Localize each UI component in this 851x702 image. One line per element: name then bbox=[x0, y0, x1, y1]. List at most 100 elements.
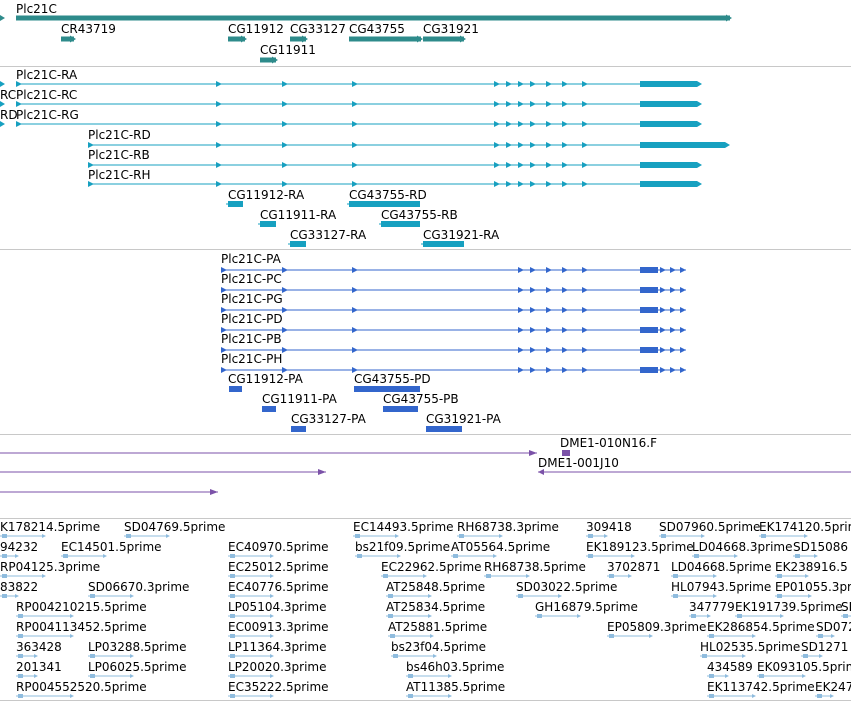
est-label[interactable]: AT25834.5prime bbox=[386, 600, 486, 614]
protein-exon[interactable] bbox=[680, 287, 686, 293]
rna-transcript-exon[interactable] bbox=[494, 121, 500, 127]
est-feature[interactable] bbox=[709, 694, 714, 698]
est-arrowhead[interactable] bbox=[397, 554, 401, 558]
rna-transcript-exon[interactable] bbox=[582, 101, 588, 107]
gene-label[interactable]: CG11912 bbox=[228, 22, 284, 36]
protein-exon[interactable] bbox=[660, 287, 666, 293]
rna-label[interactable]: Plc21C-RD bbox=[88, 128, 151, 142]
est-label[interactable]: RH68738.3prime bbox=[457, 520, 559, 534]
protein-exon[interactable] bbox=[518, 267, 524, 273]
protein-exon[interactable] bbox=[670, 367, 676, 373]
protein-exon[interactable] bbox=[660, 307, 666, 313]
protein-exon[interactable] bbox=[562, 287, 568, 293]
protein-exon[interactable] bbox=[546, 267, 552, 273]
est-label[interactable]: bs23f04.5prime bbox=[391, 640, 487, 654]
est-feature[interactable] bbox=[408, 674, 413, 678]
rna-label[interactable]: CG11912-RA bbox=[228, 188, 305, 202]
rna-transcript-exon[interactable] bbox=[562, 121, 568, 127]
est-label[interactable]: RH68738.5prime bbox=[484, 560, 586, 574]
rna-label[interactable]: Plc21C-RB bbox=[88, 148, 150, 162]
protein-exon[interactable] bbox=[562, 367, 568, 373]
gene-feature[interactable] bbox=[290, 36, 306, 42]
est-feature[interactable] bbox=[459, 534, 464, 538]
est-feature[interactable] bbox=[18, 674, 23, 678]
est-label[interactable]: 94232 bbox=[0, 540, 39, 554]
est-label[interactable]: SD1271 bbox=[801, 640, 849, 654]
est-feature[interactable] bbox=[486, 574, 491, 578]
protein-exon[interactable] bbox=[221, 267, 227, 273]
est-arrowhead[interactable] bbox=[15, 554, 19, 558]
rna-transcript-exon[interactable] bbox=[546, 101, 552, 107]
protein-exon[interactable] bbox=[660, 327, 666, 333]
est-arrowhead[interactable] bbox=[270, 634, 274, 638]
est-label[interactable]: HL02535.5prime bbox=[700, 640, 801, 654]
rna-transcript-end[interactable] bbox=[697, 162, 702, 168]
est-arrowhead[interactable] bbox=[428, 614, 432, 618]
est-feature[interactable] bbox=[2, 554, 7, 558]
est-label[interactable]: EK238916.5 bbox=[775, 560, 848, 574]
rna-transcript-exon[interactable] bbox=[494, 101, 500, 107]
est-arrowhead[interactable] bbox=[430, 634, 434, 638]
protein-exon[interactable] bbox=[221, 347, 227, 353]
gene-label[interactable]: CG43755 bbox=[349, 22, 405, 36]
est-arrowhead[interactable] bbox=[628, 574, 632, 578]
protein-exon[interactable] bbox=[352, 327, 358, 333]
rna-transcript-exon[interactable] bbox=[216, 101, 222, 107]
rna-transcript-exon[interactable] bbox=[506, 121, 512, 127]
est-arrowhead[interactable] bbox=[713, 594, 717, 598]
est-arrowhead[interactable] bbox=[34, 674, 38, 678]
protein-label[interactable]: Plc21C-PD bbox=[221, 312, 283, 326]
est-feature[interactable] bbox=[795, 554, 800, 558]
gene-label[interactable]: CG11911 bbox=[260, 43, 316, 57]
est-label[interactable]: SD03022.5prime bbox=[516, 580, 618, 594]
protein-exon[interactable] bbox=[670, 267, 676, 273]
protein-cds[interactable] bbox=[640, 267, 658, 273]
rna-transcript-start[interactable] bbox=[88, 181, 94, 187]
est-feature[interactable] bbox=[230, 654, 235, 658]
est-arrowhead[interactable] bbox=[725, 674, 729, 678]
rna-transcript-exon[interactable] bbox=[562, 101, 568, 107]
est-label[interactable]: EK191739.5prime bbox=[735, 600, 843, 614]
est-label[interactable]: LD04668.5prime bbox=[671, 560, 772, 574]
protein-exon[interactable] bbox=[582, 267, 588, 273]
est-arrowhead[interactable] bbox=[742, 654, 746, 658]
est-arrowhead[interactable] bbox=[270, 594, 274, 598]
protein-exon[interactable] bbox=[221, 327, 227, 333]
rna-label[interactable]: Plc21C-RA bbox=[16, 68, 78, 82]
est-arrowhead[interactable] bbox=[270, 614, 274, 618]
rna-transcript-exon[interactable] bbox=[546, 162, 552, 168]
est-label[interactable]: EK247 bbox=[815, 680, 851, 694]
protein-exon[interactable] bbox=[221, 367, 227, 373]
rna-transcript-start[interactable] bbox=[16, 121, 22, 127]
est-label[interactable]: 83822 bbox=[0, 580, 39, 594]
protein-exon[interactable] bbox=[352, 287, 358, 293]
est-label[interactable]: LD04668.3prime bbox=[692, 540, 793, 554]
protein-exon[interactable] bbox=[530, 287, 536, 293]
protein-label[interactable]: CG43755-PB bbox=[383, 392, 459, 406]
est-feature[interactable] bbox=[63, 554, 68, 558]
est-label[interactable]: RP004113452.5prime bbox=[16, 620, 147, 634]
protein-feature[interactable] bbox=[229, 386, 242, 392]
est-label[interactable]: EC40776.5prime bbox=[228, 580, 329, 594]
rna-transcript-exon[interactable] bbox=[546, 81, 552, 87]
est-feature[interactable] bbox=[2, 574, 7, 578]
est-feature[interactable] bbox=[18, 614, 23, 618]
protein-label[interactable]: CG43755-PD bbox=[354, 372, 431, 386]
est-feature[interactable] bbox=[661, 534, 666, 538]
est-feature[interactable] bbox=[673, 594, 678, 598]
protein-exon[interactable] bbox=[221, 307, 227, 313]
est-label[interactable]: AT25848.5prime bbox=[386, 580, 486, 594]
est-arrowhead[interactable] bbox=[270, 694, 274, 698]
est-feature[interactable] bbox=[90, 674, 95, 678]
rna-transcript-exon[interactable] bbox=[530, 142, 536, 148]
rna-transcript-exon[interactable] bbox=[530, 162, 536, 168]
est-arrowhead[interactable] bbox=[830, 694, 834, 698]
est-label[interactable]: 434589 bbox=[707, 660, 753, 674]
protein-exon[interactable] bbox=[582, 327, 588, 333]
est-arrowhead[interactable] bbox=[15, 594, 19, 598]
est-label[interactable]: SD04769.5prime bbox=[124, 520, 226, 534]
est-feature[interactable] bbox=[817, 694, 822, 698]
rna-label[interactable]: CG31921-RA bbox=[423, 228, 500, 242]
est-feature[interactable] bbox=[761, 534, 766, 538]
est-label[interactable]: EC35222.5prime bbox=[228, 680, 329, 694]
